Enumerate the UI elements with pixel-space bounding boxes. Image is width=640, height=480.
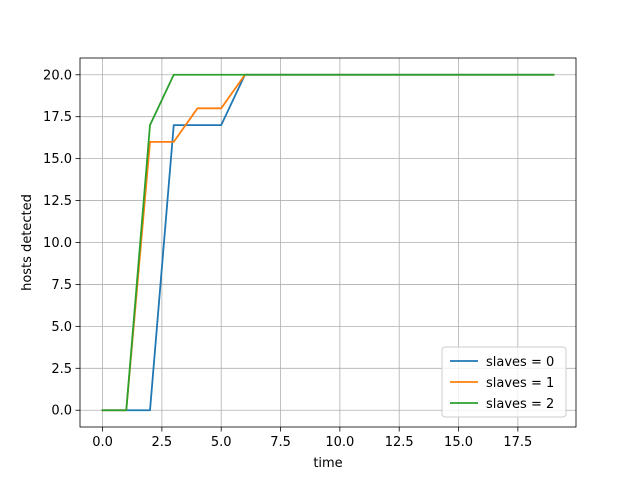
x-tick-label: 17.5 — [503, 435, 532, 450]
x-axis-label: time — [313, 456, 342, 471]
x-tick-label: 7.5 — [270, 435, 291, 450]
y-tick-label: 5.0 — [51, 320, 72, 335]
y-tick-label: 7.5 — [51, 278, 72, 293]
y-tick-label: 15.0 — [43, 152, 72, 167]
legend: slaves = 0 slaves = 1 slaves = 2 — [441, 346, 567, 418]
x-tick-label: 0.0 — [92, 435, 113, 450]
y-axis-ticks: 0.0 2.5 5.0 7.5 10.0 12.5 15.0 17.5 20.0 — [43, 68, 80, 419]
y-tick-label: 0.0 — [51, 404, 72, 419]
y-tick-label: 12.5 — [43, 194, 72, 209]
y-tick-label: 2.5 — [51, 362, 72, 377]
x-tick-label: 10.0 — [325, 435, 354, 450]
y-axis-label: hosts detected — [20, 194, 35, 291]
y-tick-label: 10.0 — [43, 236, 72, 251]
x-axis-ticks: 0.0 2.5 5.0 7.5 10.0 12.5 15.0 17.5 — [92, 427, 532, 450]
y-tick-label: 20.0 — [43, 68, 72, 83]
x-tick-label: 5.0 — [211, 435, 232, 450]
legend-label-2: slaves = 2 — [486, 397, 554, 412]
series-lines — [101, 73, 555, 412]
legend-box — [441, 346, 567, 418]
series-line-2 — [101, 73, 555, 412]
x-tick-label: 2.5 — [152, 435, 173, 450]
legend-label-0: slaves = 0 — [486, 355, 554, 370]
x-tick-label: 15.0 — [444, 435, 473, 450]
legend-label-1: slaves = 1 — [486, 376, 554, 391]
x-tick-label: 12.5 — [385, 435, 414, 450]
y-tick-label: 17.5 — [43, 110, 72, 125]
